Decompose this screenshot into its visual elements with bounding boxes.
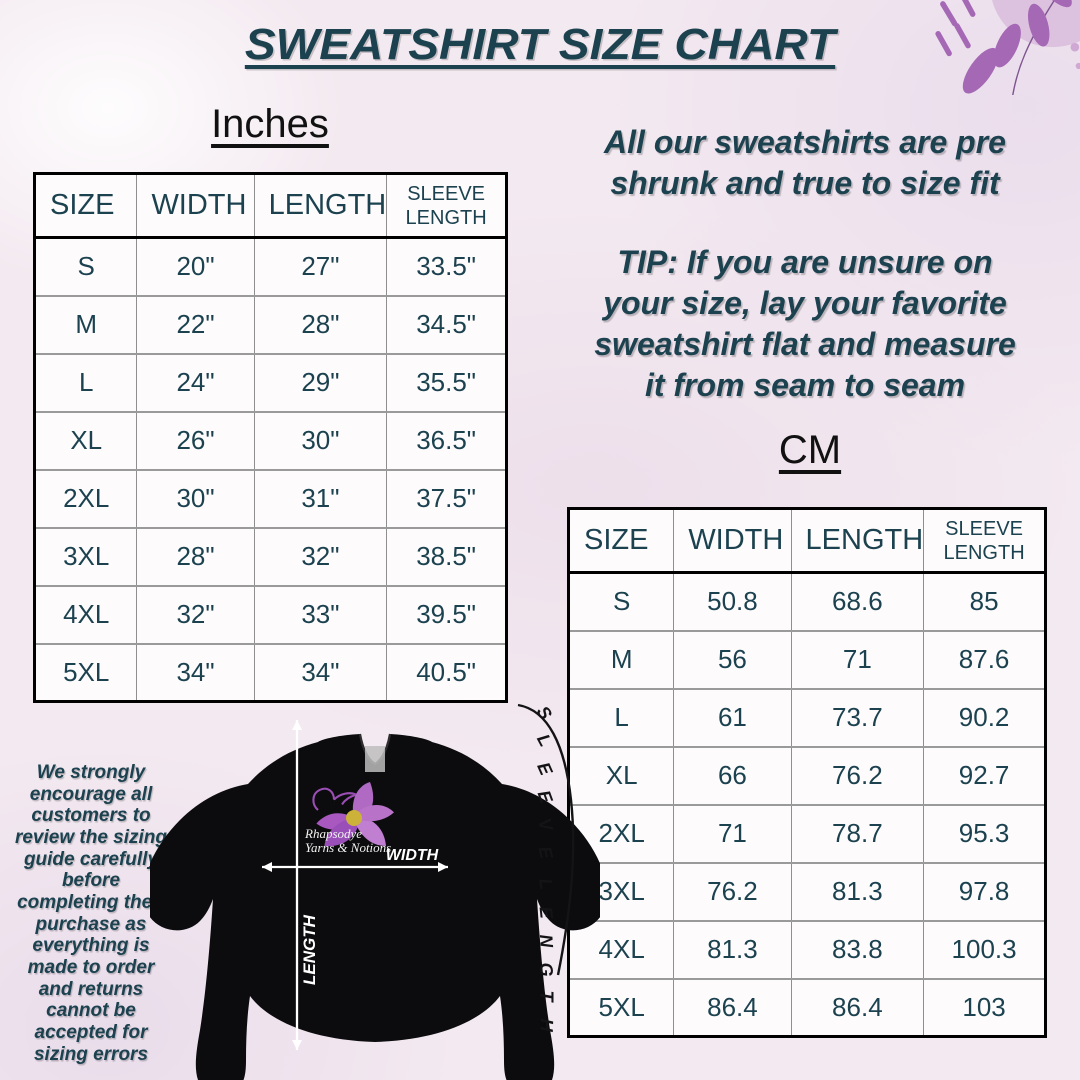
- svg-text:Rhapsodye: Rhapsodye: [304, 826, 362, 841]
- svg-text:Yarns & Notions: Yarns & Notions: [305, 840, 391, 855]
- svg-text:WIDTH: WIDTH: [386, 847, 439, 864]
- svg-text:LENGTH: LENGTH: [300, 914, 319, 985]
